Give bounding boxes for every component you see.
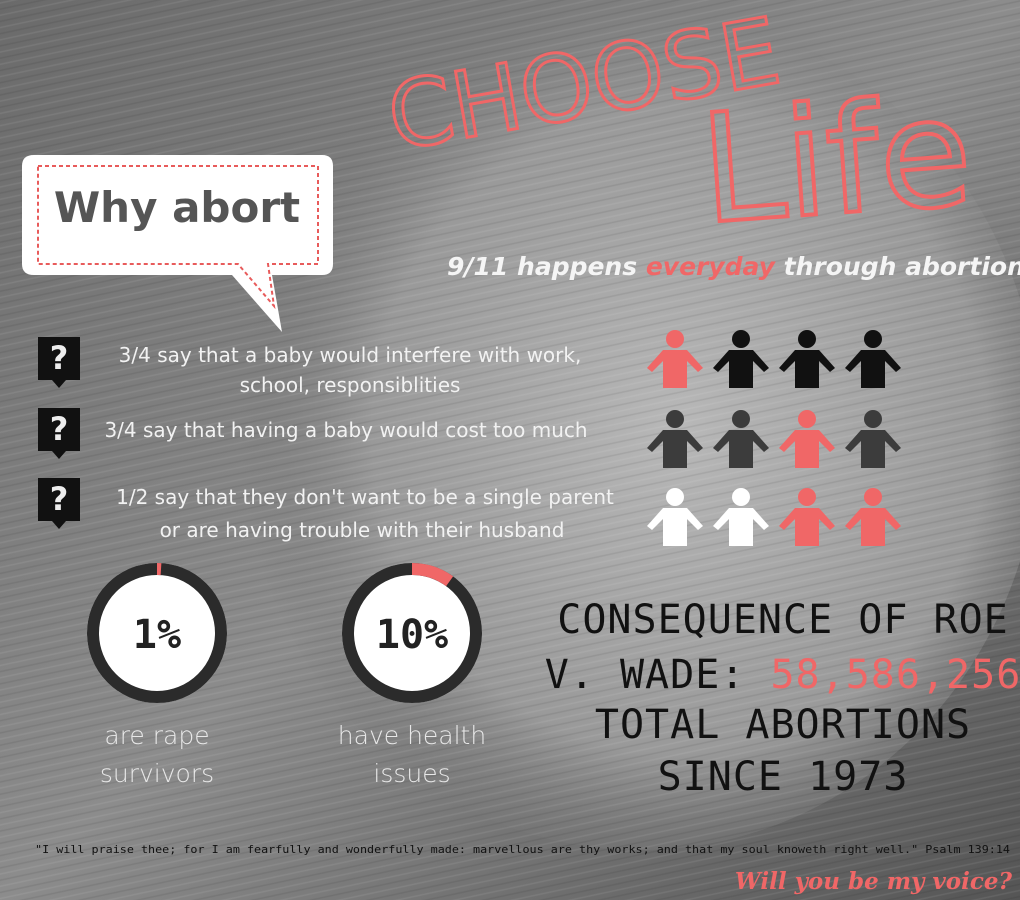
reason-icon: ? <box>50 410 69 448</box>
donut-label: 1% <box>133 612 181 658</box>
stat-caption: are rape <box>104 721 209 750</box>
consequence-line: CONSEQUENCE OF ROE <box>557 597 1008 643</box>
reason-icon: ? <box>50 480 69 518</box>
reason-icon-bg <box>38 337 80 388</box>
reason-icon: ? <box>50 339 69 377</box>
consequence-total: 58,586,256 <box>770 652 1020 698</box>
reason-text: 3/4 say that having a baby would cost to… <box>104 418 587 442</box>
quote: "I will praise thee; for I am fearfully … <box>35 843 1010 856</box>
consequence-prefix: V. WADE: <box>545 652 771 698</box>
subtitle-part: through abortion <box>775 252 1020 281</box>
callout-text: Why abort <box>54 183 300 232</box>
reason-icons: ? ? ? <box>38 337 80 529</box>
stat-donuts: 1% are rape survivors 10% have health issues <box>87 563 486 788</box>
donut-label: 10% <box>376 612 448 658</box>
consequence-line: TOTAL ABORTIONS <box>595 702 971 748</box>
footer: Will you be my voice? <box>735 868 1013 895</box>
title-life: Life <box>695 65 977 257</box>
subtitle-highlight: everyday <box>646 252 777 281</box>
donut-arc <box>87 563 227 703</box>
consequence-line: SINCE 1973 <box>658 754 909 800</box>
consequence-line: V. WADE: 58,586,256 <box>545 652 1020 698</box>
reason-icon-bg <box>38 408 80 459</box>
reason-text: 3/4 say that a baby would interfere with… <box>119 343 582 367</box>
reason-text: 1/2 say that they don't want to be a sin… <box>116 485 614 509</box>
callout-bubble <box>22 155 333 332</box>
callout-border <box>37 165 319 310</box>
donut-arc <box>342 563 482 703</box>
donut-face <box>87 563 227 703</box>
subtitle: 9/11 happens everyday through abortion <box>447 252 1020 281</box>
reason-text: school, responsiblities <box>240 373 461 397</box>
stat-caption: have health <box>338 721 486 750</box>
reason-text: or are having trouble with their husband <box>160 518 565 542</box>
subtitle-part: 9/11 happens <box>447 252 646 281</box>
donut-face <box>342 563 482 703</box>
stat-caption: survivors <box>100 759 214 788</box>
reason-icon-bg <box>38 478 80 529</box>
stat-caption: issues <box>373 759 450 788</box>
